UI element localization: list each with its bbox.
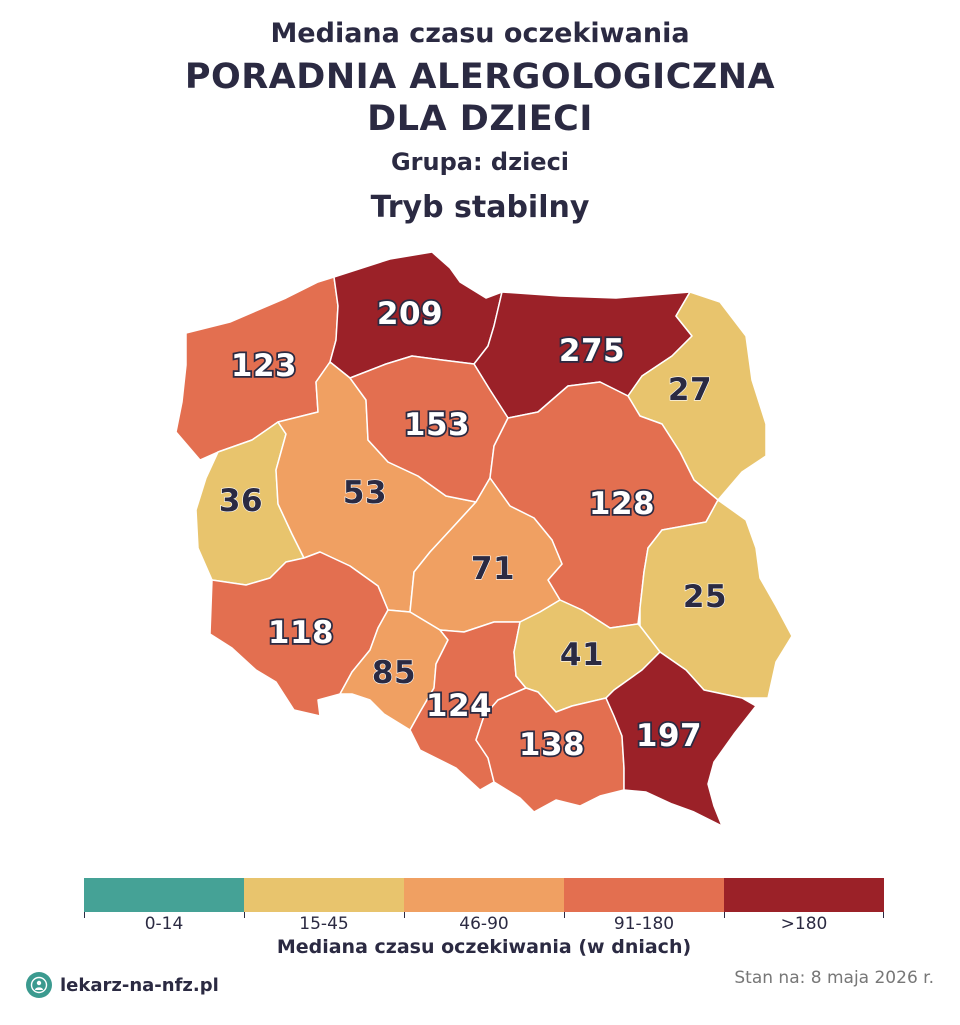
legend-label-180-plus: >180: [780, 914, 828, 934]
legend-swatch-46-90: [404, 878, 564, 912]
labels-layer: 123 209 275 27 36 53 153 128 71 25 118 8…: [218, 294, 727, 765]
region-malopolskie[interactable]: [475, 687, 625, 813]
region-podkarpackie[interactable]: [605, 651, 757, 827]
legend-label-0-14: 0-14: [144, 914, 184, 934]
mode-text: Tryb stabilny: [370, 190, 590, 225]
legend-swatch-180-plus: [724, 878, 884, 912]
legend-label-46-90: 46-90: [459, 914, 509, 934]
title-line-1: PORADNIA ALERGOLOGICZNA: [184, 57, 776, 97]
legend-ticks: [84, 912, 884, 918]
value-slaskie: 124: [426, 688, 492, 724]
value-pomorskie: 209: [377, 296, 443, 332]
data-date: Stan na: 8 maja 2026 r.: [734, 968, 934, 988]
legend-labels: 0-14 15-45 46-90 91-180 >180: [84, 914, 884, 934]
legend-label-91-180: 91-180: [613, 914, 675, 934]
legend-tick: [244, 912, 245, 918]
poland-map: 123 209 275 27 36 53 153 128 71 25 118 8…: [175, 251, 793, 827]
brand[interactable]: lekarz-na-nfz.pl: [26, 972, 219, 998]
value-kujawsko-pomorskie: 153: [404, 407, 470, 443]
stethoscope-icon: [30, 976, 48, 994]
group-text: Grupa: dzieci: [390, 148, 570, 176]
value-dolnoslaskie: 118: [268, 615, 334, 651]
title-line-2: DLA DZIECI: [367, 99, 593, 139]
legend-tick: [724, 912, 725, 918]
legend-swatch-0-14: [84, 878, 244, 912]
value-malopolskie: 138: [519, 727, 585, 763]
legend-tick: [84, 912, 85, 918]
value-podkarpackie: 197: [636, 718, 702, 754]
value-warminsko-mazurskie: 275: [559, 333, 625, 369]
legend-label-15-45: 15-45: [299, 914, 349, 934]
legend-tick: [883, 912, 884, 918]
value-mazowieckie: 128: [589, 486, 655, 522]
subtitle-text: Mediana czasu oczekiwania: [270, 18, 690, 49]
value-swietokrzyskie: 41: [560, 637, 604, 673]
regions-layer: [175, 251, 793, 827]
legend-swatch-15-45: [244, 878, 404, 912]
legend-bar: [84, 878, 884, 912]
stethoscope-logo-icon: [26, 972, 52, 998]
legend-tick: [564, 912, 565, 918]
brand-name: lekarz-na-nfz.pl: [60, 974, 219, 996]
legend-swatch-91-180: [564, 878, 724, 912]
value-wielkopolskie: 53: [343, 475, 387, 511]
value-lubuskie: 36: [219, 483, 263, 519]
legend-title: Mediana czasu oczekiwania (w dniach): [276, 936, 692, 958]
value-lubelskie: 25: [683, 579, 727, 615]
value-podlaskie: 27: [668, 372, 712, 408]
value-lodzkie: 71: [471, 551, 515, 587]
value-opolskie: 85: [372, 655, 416, 691]
legend-tick: [404, 912, 405, 918]
value-zachodniopomorskie: 123: [231, 348, 297, 384]
